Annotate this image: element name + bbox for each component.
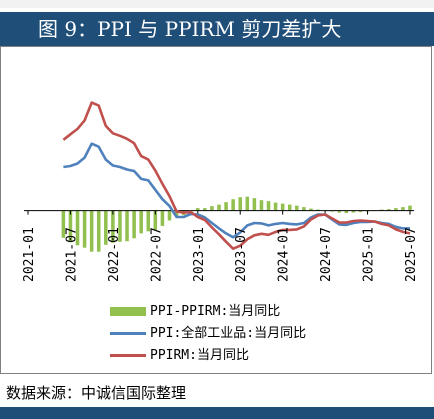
bar-2021-12 <box>104 210 108 245</box>
legend-swatch-ppi <box>110 332 146 335</box>
bar-2022-10 <box>174 210 179 217</box>
x-tick-label: 2021-01 <box>22 227 37 282</box>
bar-2023-10 <box>259 200 264 211</box>
header-strip <box>0 0 434 8</box>
bar-2023-08 <box>245 196 250 211</box>
bar-2025-06 <box>401 207 405 211</box>
x-tick-label: 2025-01 <box>362 227 377 282</box>
bar-2023-06 <box>231 199 235 211</box>
bar-2022-02 <box>118 210 122 242</box>
legend-item-ppi: PPI:全部工业品:当月同比 <box>110 323 306 345</box>
bar-2023-04 <box>217 204 221 211</box>
line-series-ppi <box>63 142 410 239</box>
bar-2023-12 <box>273 202 278 211</box>
bar-2024-01 <box>280 203 285 211</box>
bar-2024-02 <box>287 204 292 211</box>
bar-2021-10 <box>89 210 94 252</box>
source-note: 数据来源：中诚信国际整理 <box>6 384 187 402</box>
bar-2022-08 <box>160 210 165 226</box>
footer-strip <box>0 407 434 419</box>
x-tick-label: 2021-07 <box>64 227 79 282</box>
legend-swatch-ppirm <box>110 354 146 357</box>
legend-label-spread: PPI-PPIRM:当月同比 <box>150 304 281 319</box>
bar-2024-05 <box>309 208 313 211</box>
bar-2025-07 <box>408 205 412 211</box>
bar-2021-07 <box>68 210 73 243</box>
x-tick-label: 2024-07 <box>319 227 334 282</box>
bar-2022-09 <box>167 210 172 221</box>
bar-2022-05 <box>139 210 143 234</box>
x-axis-tick-labels: 2021-01 2021-07 2022-01 2022-07 2023-01 2023-… <box>22 227 419 282</box>
bar-2023-01 <box>196 208 200 211</box>
bar-2023-03 <box>210 206 214 211</box>
bar-2021-06 <box>61 210 66 238</box>
x-tick-label: 2023-01 <box>192 227 207 282</box>
bar-2024-10 <box>344 210 349 214</box>
x-tick-label: 2022-01 <box>107 227 122 282</box>
bar-2023-09 <box>252 198 257 211</box>
bar-2023-11 <box>266 201 271 211</box>
bar-2024-04 <box>302 207 306 211</box>
line-series-ppirm <box>62 101 411 250</box>
bar-2021-09 <box>82 210 87 248</box>
bar-2025-05 <box>394 208 398 211</box>
bar-2024-12 <box>358 210 363 213</box>
figure-title: 图 9：PPI 与 PPIRM 剪刀差扩大 <box>0 12 434 46</box>
bar-2022-01 <box>111 210 115 243</box>
line-series-layer <box>62 101 411 250</box>
bar-2022-06 <box>146 210 151 232</box>
legend: PPI-PPIRM:当月同比 PPI:全部工业品:当月同比 PPIRM:当月同比 <box>110 301 306 367</box>
bar-2023-05 <box>224 202 228 211</box>
legend-item-spread: PPI-PPIRM:当月同比 <box>110 301 306 323</box>
bar-2024-03 <box>295 205 299 211</box>
bar-2024-11 <box>351 210 356 213</box>
bar-2025-04 <box>387 209 391 211</box>
bar-2022-03 <box>125 210 129 242</box>
bar-2022-07 <box>153 210 158 230</box>
bar-2021-08 <box>75 210 80 246</box>
chart-frame <box>0 46 432 374</box>
x-tick-label: 2023-07 <box>234 227 249 282</box>
bar-2023-02 <box>203 208 207 211</box>
bar-2022-04 <box>132 210 136 239</box>
x-tick-label: 2022-07 <box>149 227 164 282</box>
legend-label-ppi: PPI:全部工业品:当月同比 <box>150 326 307 341</box>
legend-label-ppirm: PPIRM:当月同比 <box>150 348 249 363</box>
legend-swatch-spread <box>110 307 146 316</box>
x-tick-label: 2024-01 <box>277 227 292 282</box>
bar-2024-09 <box>337 210 342 213</box>
legend-item-ppirm: PPIRM:当月同比 <box>110 345 306 367</box>
x-tick-label: 2025-07 <box>404 227 419 282</box>
bar-2023-07 <box>238 197 242 211</box>
bar-2021-11 <box>96 210 101 252</box>
